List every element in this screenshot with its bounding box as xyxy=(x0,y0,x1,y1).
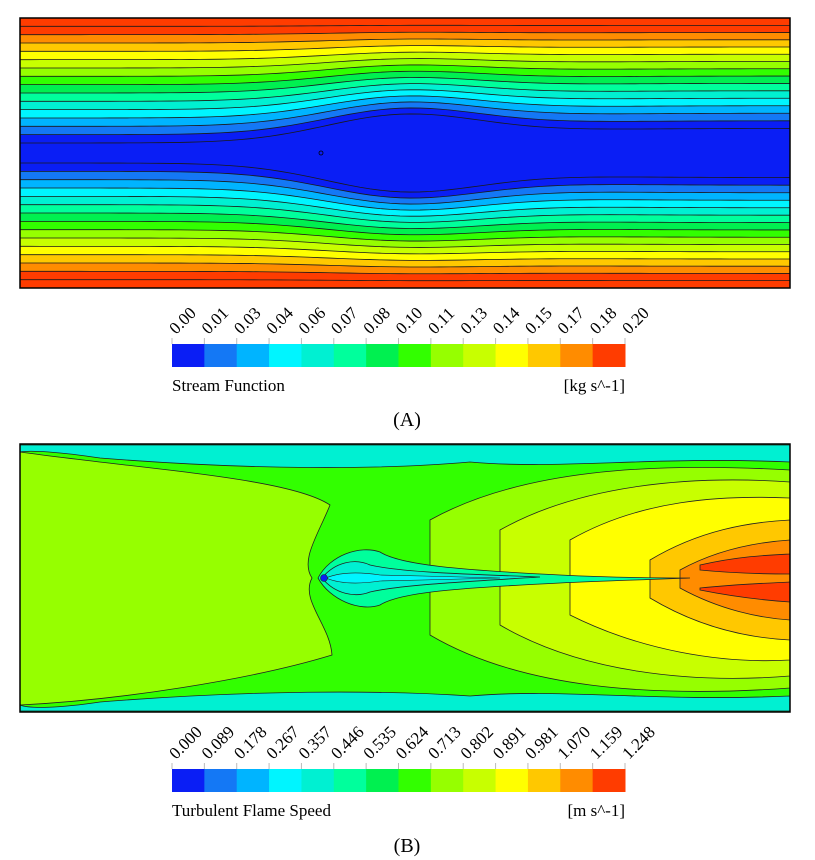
colorbar-tick-label: 0.357 xyxy=(295,722,336,763)
colorbar-swatch xyxy=(204,344,238,367)
colorbar-swatch xyxy=(592,769,626,792)
colorbar-swatch xyxy=(560,344,594,367)
colorbar-tick-label: 0.10 xyxy=(392,303,426,337)
colorbar-swatch xyxy=(398,769,432,792)
colorbar-swatch xyxy=(269,344,302,367)
colorbar-tick-label: 0.178 xyxy=(230,722,270,762)
stream-function-colorbar: 0.000.010.030.040.060.070.080.100.110.13… xyxy=(165,303,653,367)
turbulent-flame-speed-contour-plot xyxy=(19,444,791,712)
colorbar-tick-label: 0.446 xyxy=(327,722,367,762)
colorbar-swatch xyxy=(301,769,335,792)
flame-region-0.357 xyxy=(325,572,501,584)
top-wall-strip xyxy=(19,444,791,468)
colorbar-tick-label: 0.03 xyxy=(230,303,264,337)
colorbar-swatch xyxy=(366,344,399,367)
colorbar-swatch xyxy=(527,769,561,792)
colorbar-tick-label: 0.04 xyxy=(262,303,297,338)
colorbar-tick-label: 0.624 xyxy=(392,722,433,763)
panel-label-a: (A) xyxy=(393,409,421,431)
colorbar-swatch xyxy=(430,344,464,367)
colorbar-b-title: Turbulent Flame Speed xyxy=(172,801,331,820)
colorbar-tick-label: 0.06 xyxy=(295,303,329,337)
colorbar-swatch xyxy=(301,344,335,367)
panel-label-b: (B) xyxy=(394,835,421,857)
colorbar-tick-label: 0.18 xyxy=(586,303,620,337)
colorbar-tick-label: 1.070 xyxy=(554,722,594,762)
colorbar-tick-label: 0.01 xyxy=(198,303,232,337)
flame-holder-marker xyxy=(318,150,324,156)
colorbar-swatch xyxy=(172,344,205,367)
colorbar-tick-label: 0.08 xyxy=(360,303,394,337)
colorbar-tick-label: 0.14 xyxy=(489,303,524,338)
colorbar-tick-label: 0.11 xyxy=(424,304,458,338)
colorbar-swatch xyxy=(333,769,367,792)
colorbar-tick-label: 0.089 xyxy=(198,722,238,762)
colorbar-swatch xyxy=(269,769,302,792)
colorbar-tick-label: 0.891 xyxy=(489,722,529,762)
colorbar-swatch xyxy=(430,769,464,792)
colorbar-swatch xyxy=(463,344,497,367)
colorbar-tick-label: 0.535 xyxy=(360,722,400,762)
region-0.713-left xyxy=(19,451,333,706)
colorbar-swatch xyxy=(333,344,367,367)
colorbar-swatch xyxy=(527,344,561,367)
colorbar-tick-label: 0.15 xyxy=(521,303,555,337)
colorbar-swatch xyxy=(495,769,529,792)
colorbar-swatch xyxy=(495,344,529,367)
flame-speed-colorbar: 0.0000.0890.1780.2670.3570.4460.5350.624… xyxy=(165,722,659,792)
colorbar-tick-label: 1.248 xyxy=(618,722,658,762)
colorbar-tick-label: 0.13 xyxy=(457,303,491,337)
plot-a-frame xyxy=(19,17,791,289)
colorbar-tick-label: 0.713 xyxy=(424,722,464,762)
colorbar-tick-label: 0.267 xyxy=(262,722,303,763)
flame-holder xyxy=(320,574,328,582)
colorbar-tick-label: 0.981 xyxy=(521,722,561,762)
colorbar-a-title: Stream Function xyxy=(172,376,285,395)
colorbar-a-unit: [kg s^-1] xyxy=(564,376,625,395)
colorbar-swatch xyxy=(366,769,399,792)
colorbar-tick-label: 0.000 xyxy=(165,722,205,762)
colorbar-tick-label: 1.159 xyxy=(586,722,626,762)
colorbar-swatch xyxy=(204,769,238,792)
colorbar-tick-label: 0.07 xyxy=(327,303,362,338)
colorbar-swatch xyxy=(236,769,270,792)
colorbar-swatch xyxy=(236,344,270,367)
colorbar-tick-label: 0.802 xyxy=(457,722,497,762)
stream-function-contour-plot xyxy=(19,18,791,288)
colorbar-tick-label: 0.20 xyxy=(618,303,652,337)
colorbar-swatch xyxy=(398,344,432,367)
colorbar-tick-label: 0.17 xyxy=(554,303,589,338)
colorbar-b-unit: [m s^-1] xyxy=(567,801,625,820)
colorbar-tick-label: 0.00 xyxy=(165,303,199,337)
colorbar-swatch xyxy=(592,344,626,367)
colorbar-swatch xyxy=(463,769,497,792)
plot-b-frame xyxy=(19,443,791,713)
bottom-wall-strip xyxy=(19,691,791,712)
colorbar-swatch xyxy=(560,769,594,792)
colorbar-swatch xyxy=(172,769,205,792)
